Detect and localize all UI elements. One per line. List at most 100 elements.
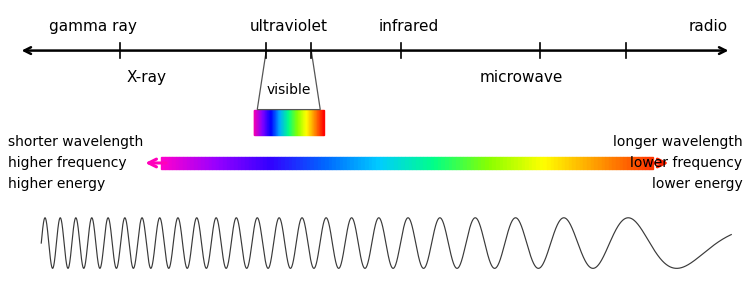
Text: higher energy: higher energy — [8, 177, 105, 191]
Bar — [238, 157, 242, 169]
Bar — [190, 157, 194, 169]
Text: infrared: infrared — [379, 19, 439, 34]
Text: longer wavelength: longer wavelength — [613, 135, 742, 149]
Bar — [460, 157, 464, 169]
Bar — [310, 157, 314, 169]
Bar — [503, 157, 507, 169]
Bar — [482, 157, 485, 169]
Bar — [485, 157, 489, 169]
Bar — [547, 157, 550, 169]
Text: visible: visible — [266, 83, 311, 97]
Bar — [274, 157, 278, 169]
Bar — [340, 157, 344, 169]
Bar — [205, 157, 209, 169]
Bar — [362, 157, 365, 169]
Bar — [434, 157, 438, 169]
Bar — [525, 157, 529, 169]
Text: X-ray: X-ray — [126, 70, 166, 85]
Bar — [413, 157, 416, 169]
Bar — [452, 157, 456, 169]
Bar — [470, 157, 474, 169]
Bar — [223, 157, 226, 169]
Bar — [562, 157, 566, 169]
Bar — [256, 157, 260, 169]
Bar — [365, 157, 369, 169]
Bar — [500, 157, 503, 169]
Bar — [281, 157, 285, 169]
Bar — [198, 157, 201, 169]
Bar — [430, 157, 434, 169]
Bar — [278, 157, 281, 169]
Bar — [631, 157, 634, 169]
Bar — [263, 157, 267, 169]
Bar — [398, 157, 401, 169]
Bar — [292, 157, 296, 169]
Bar — [176, 157, 179, 169]
Bar — [521, 157, 525, 169]
Bar — [354, 157, 358, 169]
Bar — [568, 157, 572, 169]
Bar — [234, 157, 238, 169]
Bar — [289, 157, 292, 169]
Bar — [638, 157, 641, 169]
Bar — [321, 157, 325, 169]
Bar — [172, 157, 176, 169]
Bar — [641, 157, 645, 169]
Bar — [587, 157, 591, 169]
Bar — [344, 157, 346, 169]
Bar — [209, 157, 212, 169]
Bar — [267, 157, 271, 169]
Bar — [427, 157, 430, 169]
Bar — [242, 157, 245, 169]
Bar — [584, 157, 587, 169]
Bar — [442, 157, 445, 169]
Bar — [591, 157, 594, 169]
Bar — [380, 157, 383, 169]
Bar — [376, 157, 380, 169]
Bar — [409, 157, 413, 169]
Bar — [318, 157, 321, 169]
Text: lower frequency: lower frequency — [630, 156, 742, 170]
Bar — [493, 157, 496, 169]
Bar — [346, 157, 350, 169]
Text: ultraviolet: ultraviolet — [250, 19, 328, 34]
Bar — [529, 157, 532, 169]
Bar — [212, 157, 216, 169]
Bar — [336, 157, 340, 169]
Bar — [314, 157, 318, 169]
Bar — [252, 157, 256, 169]
Text: higher frequency: higher frequency — [8, 156, 126, 170]
Bar — [394, 157, 398, 169]
Bar — [358, 157, 362, 169]
Bar — [296, 157, 299, 169]
Bar — [572, 157, 576, 169]
Bar — [602, 157, 605, 169]
Bar — [474, 157, 478, 169]
Bar — [369, 157, 372, 169]
Bar — [245, 157, 248, 169]
Bar — [448, 157, 452, 169]
Bar — [445, 157, 448, 169]
Bar — [540, 157, 543, 169]
Bar — [598, 157, 602, 169]
Bar — [467, 157, 470, 169]
Bar — [220, 157, 223, 169]
Bar — [226, 157, 230, 169]
Bar — [623, 157, 627, 169]
Text: microwave: microwave — [479, 70, 563, 85]
Bar — [543, 157, 547, 169]
Bar — [536, 157, 540, 169]
Bar — [248, 157, 252, 169]
Bar — [532, 157, 536, 169]
Bar — [634, 157, 638, 169]
Bar — [271, 157, 274, 169]
Bar — [438, 157, 442, 169]
Bar — [518, 157, 521, 169]
Bar — [328, 157, 332, 169]
Bar — [616, 157, 620, 169]
Bar — [416, 157, 419, 169]
Bar — [645, 157, 649, 169]
Bar — [299, 157, 303, 169]
Bar — [372, 157, 376, 169]
Bar — [391, 157, 394, 169]
